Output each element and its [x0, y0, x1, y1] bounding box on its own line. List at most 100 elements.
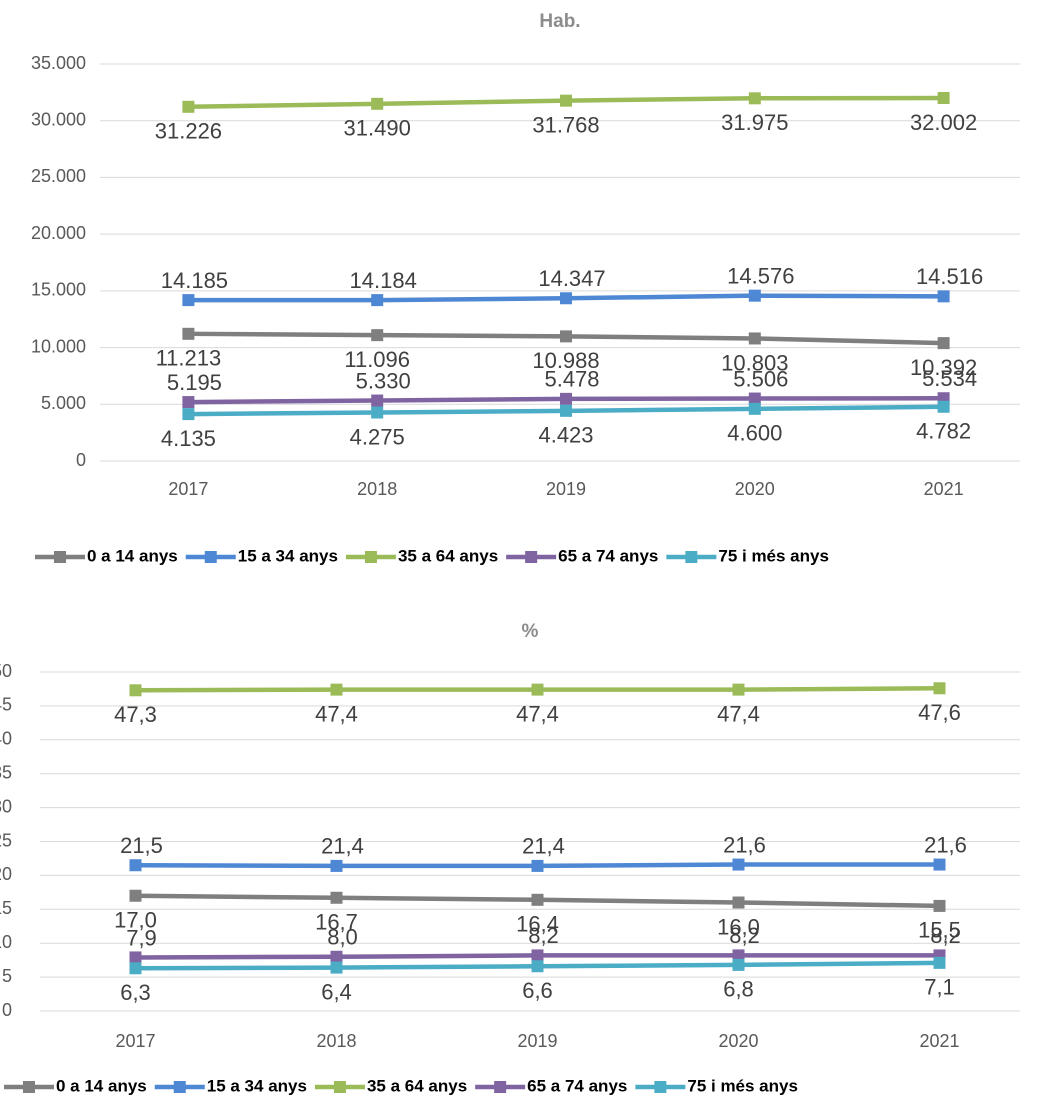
legend-label: 35 a 64 anys [398, 546, 498, 565]
y-tick-label: 30 [0, 796, 12, 816]
marker [937, 400, 950, 413]
y-tick-label: 45 [0, 695, 12, 715]
marker [748, 332, 761, 345]
legend-marker [654, 1081, 667, 1093]
data-label: 47,4 [315, 701, 358, 726]
data-label: 10.988 [532, 348, 599, 373]
legend-marker [494, 1081, 507, 1093]
data-label: 5.330 [356, 368, 411, 393]
y-tick-label: 0 [76, 450, 86, 470]
legend-label: 65 a 74 anys [558, 546, 658, 565]
data-label: 6,8 [723, 977, 754, 1002]
marker [531, 960, 544, 973]
marker [129, 889, 142, 902]
marker [182, 327, 195, 340]
marker [748, 289, 761, 302]
y-tick-label: 20.000 [31, 223, 86, 243]
legend-label: 0 a 14 anys [56, 1076, 147, 1095]
marker [937, 92, 950, 105]
x-tick-label: 2020 [718, 1031, 758, 1051]
marker [933, 899, 946, 912]
data-label: 14.576 [727, 263, 794, 288]
marker [732, 949, 745, 962]
marker [371, 329, 384, 342]
data-label: 31.490 [344, 116, 411, 141]
data-label: 11.096 [344, 347, 410, 372]
marker [371, 97, 384, 110]
data-label: 14.516 [916, 264, 983, 289]
y-tick-label: 30.000 [31, 109, 86, 129]
y-tick-label: 0 [2, 1000, 12, 1020]
y-tick-label: 50 [0, 661, 12, 681]
marker [933, 858, 946, 871]
marker [732, 858, 745, 871]
data-label: 16,4 [516, 912, 559, 937]
legend-label: 35 a 64 anys [367, 1076, 467, 1095]
marker [937, 290, 950, 303]
marker [330, 891, 343, 904]
data-label: 31.226 [155, 119, 222, 144]
legend-marker [54, 551, 66, 563]
legend-label: 75 i més anys [718, 546, 829, 565]
y-tick-label: 15.000 [31, 280, 86, 300]
y-tick-label: 5 [2, 966, 12, 986]
marker [560, 404, 572, 417]
marker [531, 859, 544, 872]
y-tick-label: 15 [0, 898, 12, 918]
data-label: 16,0 [717, 914, 760, 939]
x-tick-label: 2021 [919, 1031, 959, 1051]
y-tick-label: 35 [0, 762, 12, 782]
data-label: 4.275 [350, 424, 405, 449]
marker [371, 294, 384, 307]
data-label: 16,7 [315, 910, 358, 935]
marker [748, 402, 761, 415]
marker [933, 956, 946, 969]
marker [531, 949, 544, 962]
marker [182, 100, 195, 113]
data-label: 14.185 [161, 268, 228, 293]
legend-marker [173, 1081, 186, 1093]
marker [129, 684, 142, 697]
y-tick-label: 5.000 [41, 393, 86, 413]
marker [560, 94, 572, 107]
y-tick-label: 25 [0, 830, 12, 850]
data-label: 5.195 [167, 370, 222, 395]
legend-label: 0 a 14 anys [87, 546, 178, 565]
chart-title: % [522, 621, 539, 642]
data-label: 47,4 [717, 701, 760, 726]
legend-marker [525, 551, 538, 563]
data-label: 21,6 [723, 832, 766, 857]
legend-marker [685, 551, 698, 563]
marker [129, 859, 142, 872]
data-label: 17,0 [114, 908, 157, 933]
marker [182, 408, 195, 421]
marker [732, 896, 745, 909]
marker [371, 406, 384, 419]
x-tick-label: 2018 [316, 1031, 356, 1051]
data-label: 7,9 [126, 925, 157, 950]
x-tick-label: 2017 [168, 479, 208, 499]
data-label: 4.423 [538, 423, 593, 448]
data-label: 31.768 [532, 112, 599, 137]
marker [129, 951, 142, 964]
legend-marker [23, 1081, 35, 1093]
marker [330, 683, 343, 696]
data-label: 21,4 [321, 834, 364, 859]
data-label: 8,0 [327, 925, 358, 950]
legend-label: 15 a 34 anys [207, 1076, 307, 1095]
x-tick-label: 2019 [517, 1031, 557, 1051]
marker [129, 962, 142, 975]
marker [560, 330, 572, 343]
data-label: 31.975 [721, 110, 788, 135]
data-label: 10.392 [910, 355, 977, 380]
marker [748, 92, 761, 105]
legend-label: 65 a 74 anys [527, 1076, 627, 1095]
y-tick-label: 40 [0, 729, 12, 749]
marker [182, 396, 195, 409]
y-tick-label: 10 [0, 932, 12, 952]
data-label: 47,6 [918, 700, 961, 725]
x-tick-label: 2020 [735, 479, 775, 499]
x-tick-label: 2021 [924, 479, 964, 499]
marker [330, 950, 343, 963]
data-label: 8,2 [930, 923, 961, 948]
